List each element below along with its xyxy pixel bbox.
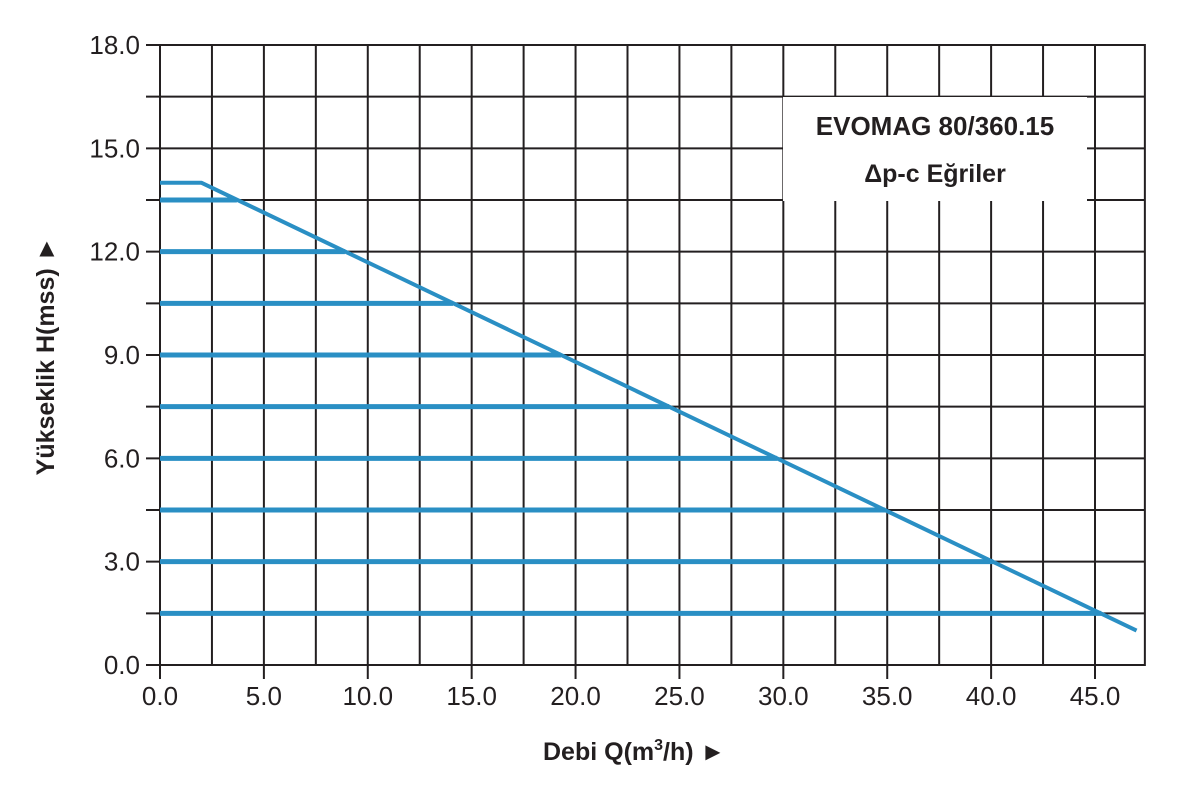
y-tick-label: 9.0 xyxy=(104,340,140,370)
y-axis-ticks: 0.0 3.0 6.0 9.0 12.0 15.0 18.0 xyxy=(89,30,140,680)
max-envelope-curve xyxy=(160,180,1138,633)
x-tick-label: 10.0 xyxy=(342,681,393,711)
x-tick-label: 15.0 xyxy=(446,681,497,711)
legend-title: EVOMAG 80/360.15 xyxy=(815,111,1055,141)
x-tick-label: 25.0 xyxy=(654,681,705,711)
x-tick-label: 45.0 xyxy=(1070,681,1121,711)
y-tick-label: 6.0 xyxy=(104,443,140,473)
legend-subtitle: Δp-c Eğriler xyxy=(864,160,1006,188)
chart-series xyxy=(160,180,1138,633)
x-axis-title: Debi Q(m3/h) ► xyxy=(543,737,725,766)
y-axis-title: Yükseklik H(mss) ► xyxy=(32,237,60,476)
x-tick-label: 20.0 xyxy=(550,681,601,711)
x-tick-label: 0.0 xyxy=(142,681,178,711)
x-tick-label: 5.0 xyxy=(246,681,282,711)
x-axis-ticks: 0.0 5.0 10.0 15.0 20.0 25.0 30.0 35.0 40.0 45.0 xyxy=(142,681,1120,711)
x-tick-label: 40.0 xyxy=(966,681,1017,711)
chart-legend: EVOMAG 80/360.15 Δp-c Eğriler xyxy=(783,97,1087,201)
y-tick-label: 12.0 xyxy=(89,237,140,267)
y-tick-label: 15.0 xyxy=(89,133,140,163)
x-tick-label: 35.0 xyxy=(862,681,913,711)
y-tick-label: 18.0 xyxy=(89,30,140,60)
y-tick-label: 0.0 xyxy=(104,650,140,680)
y-tick-label: 3.0 xyxy=(104,547,140,577)
x-tick-label: 30.0 xyxy=(758,681,809,711)
